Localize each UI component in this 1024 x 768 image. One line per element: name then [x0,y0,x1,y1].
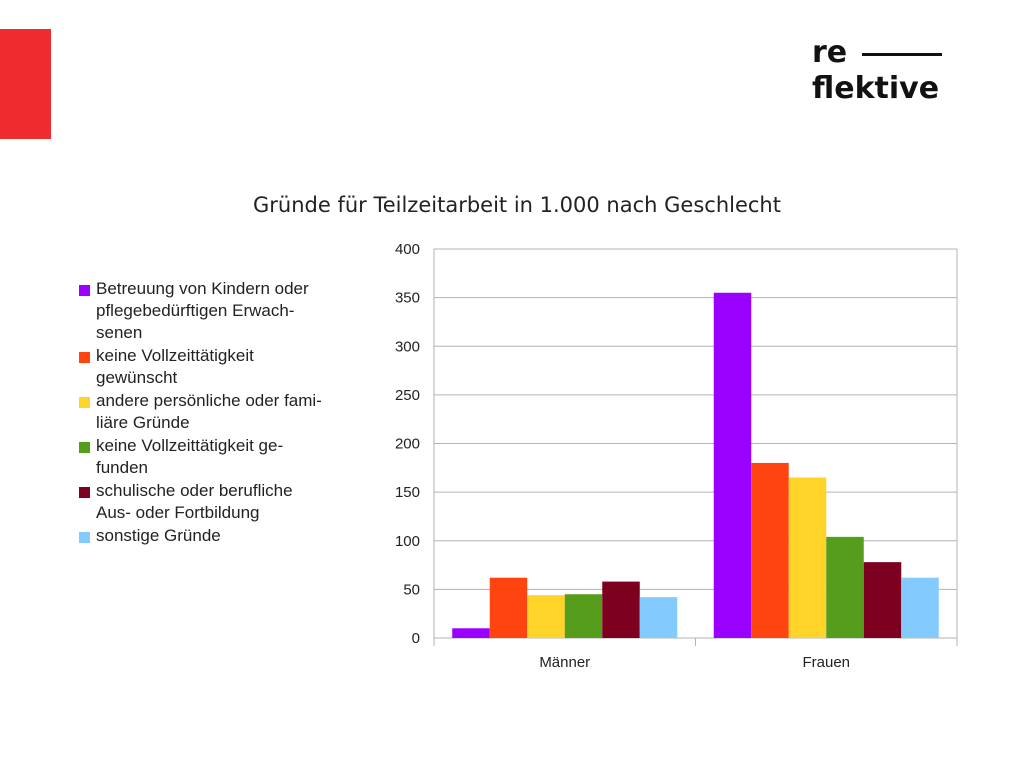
bar-mnner-6 [639,597,678,638]
y-tick-label: 100 [395,533,420,550]
x-category-label: Männer [539,654,590,671]
legend-swatch [79,487,90,498]
legend-label: keine Vollzeittätigkeit ge- funden [96,436,284,477]
legend-item: andere persönliche oder fami- liäre Grün… [78,390,378,434]
chart-title: Gründe für Teilzeitarbeit in 1.000 nach … [253,193,781,217]
legend-item: keine Vollzeittätigkeit ge- funden [78,435,378,479]
logo-line-2: flektive [812,71,940,106]
legend-label: keine Vollzeittätigkeit gewünscht [96,346,254,387]
y-tick-label: 150 [395,484,420,501]
accent-bar [0,29,51,139]
bar-mnner-2 [489,577,528,638]
bar-frauen-5 [863,562,902,638]
legend-label: sonstige Gründe [96,526,221,545]
y-tick-label: 250 [395,387,420,404]
chart-legend: Betreuung von Kindern oder pflegebedürft… [78,278,378,548]
legend-swatch [79,442,90,453]
bar-mnner-1 [452,628,490,638]
bar-mnner-5 [602,581,640,638]
bar-frauen-2 [751,462,789,638]
legend-swatch [79,352,90,363]
bar-frauen-4 [826,536,864,638]
bar-frauen-1 [713,292,752,638]
y-tick-label: 300 [395,338,420,355]
y-tick-label: 0 [412,630,420,647]
legend-label: schulische oder berufliche Aus- oder For… [96,481,293,522]
y-tick-label: 50 [403,581,420,598]
y-tick-label: 200 [395,436,420,453]
legend-item: Betreuung von Kindern oder pflegebedürft… [78,278,378,344]
legend-swatch [79,397,90,408]
legend-item: schulische oder berufliche Aus- oder For… [78,480,378,524]
y-tick-label: 350 [395,290,420,307]
x-category-label: Frauen [802,654,850,671]
legend-label: Betreuung von Kindern oder pflegebedürft… [96,279,309,342]
legend-swatch [79,532,90,543]
logo-line-1: re [812,35,848,70]
bar-frauen-6 [901,577,939,638]
logo-dash [862,53,942,56]
bar-mnner-3 [527,595,565,638]
legend-swatch [79,285,90,296]
legend-item: sonstige Gründe [78,525,378,547]
bar-chart: 0 50 100 150 200 250 300 350 400 Männer Frauen [395,241,958,671]
legend-item: keine Vollzeittätigkeit gewünscht [78,345,378,389]
bar-mnner-4 [564,594,603,638]
bar-frauen-3 [788,477,827,638]
legend-label: andere persönliche oder fami- liäre Grün… [96,391,322,432]
y-tick-label: 400 [395,241,420,258]
